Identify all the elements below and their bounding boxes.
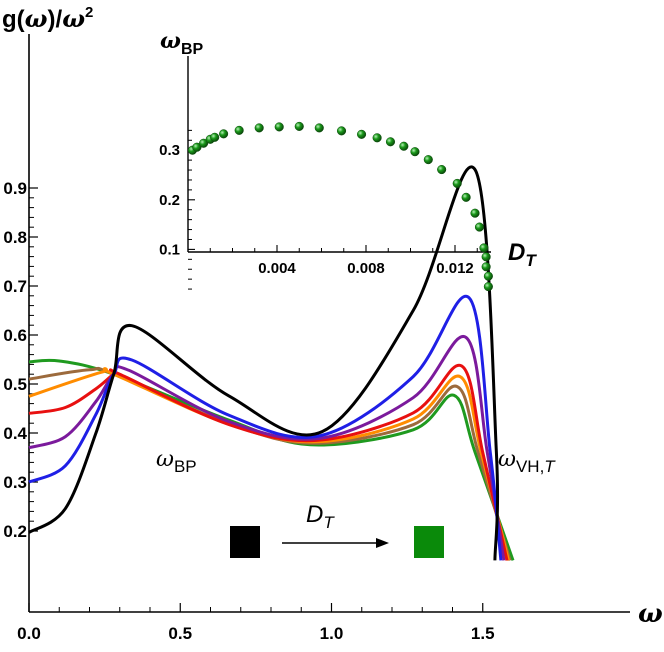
annotation-dt-peak: DT xyxy=(508,239,537,270)
y-tick-label: 0.4 xyxy=(3,424,27,443)
inset-point xyxy=(210,132,220,142)
series-line-1 xyxy=(28,294,503,561)
inset-ylabel: ωBP xyxy=(160,28,204,58)
y-tick-label: 0.8 xyxy=(3,228,27,247)
legend-end-square xyxy=(414,526,444,558)
inset-point xyxy=(481,262,491,272)
inset-point xyxy=(437,164,447,175)
x-tick-label: 0.0 xyxy=(17,624,41,643)
inset-x-tick-label: 0.004 xyxy=(258,260,296,277)
inset-point xyxy=(470,208,480,218)
inset-point xyxy=(423,155,433,165)
main-xlabel: ω xyxy=(638,599,663,629)
series-line-2 xyxy=(28,334,506,561)
inset-point xyxy=(483,271,493,281)
inset-x-tick-label: 0.012 xyxy=(436,260,474,277)
y-tick-label: 0.2 xyxy=(3,522,27,541)
inset-point xyxy=(234,125,244,135)
x-tick-label: 1.0 xyxy=(320,624,344,643)
inset-point xyxy=(192,142,202,152)
annotation-dt-arrow: DT xyxy=(306,501,335,532)
inset-point xyxy=(461,192,471,202)
inset-point xyxy=(474,222,485,232)
x-tick-label: 1.5 xyxy=(471,624,495,643)
series-line-3 xyxy=(28,363,509,561)
annotation-omega-vh: ωVH,T xyxy=(498,447,556,476)
inset-point xyxy=(294,121,304,131)
dt-arrowhead xyxy=(376,538,389,548)
inset-point xyxy=(479,243,489,253)
y-tick-label: 0.6 xyxy=(3,326,27,345)
inset-point xyxy=(385,137,396,147)
inset-point xyxy=(274,122,284,132)
inset-point xyxy=(372,133,382,143)
y-tick-label: 0.9 xyxy=(3,179,27,198)
inset-point xyxy=(452,178,462,188)
inset-point xyxy=(483,282,493,292)
inset-point xyxy=(219,129,229,139)
inset-point xyxy=(357,129,367,139)
main-ylabel: g(ω)/ω2 xyxy=(2,4,93,33)
inset-y-tick-label: 0.3 xyxy=(159,142,180,159)
y-tick-label: 0.5 xyxy=(3,375,27,394)
inset-point xyxy=(336,126,347,136)
inset-x-tick-label: 0.008 xyxy=(347,260,385,277)
inset-point xyxy=(410,147,420,157)
inset-point xyxy=(314,123,324,133)
inset-point xyxy=(254,123,264,133)
inset-y-tick-label: 0.1 xyxy=(159,241,180,258)
y-tick-label: 0.3 xyxy=(3,473,27,492)
x-tick-label: 0.5 xyxy=(168,624,192,643)
series-line-0 xyxy=(28,165,500,561)
legend-start-square xyxy=(230,526,260,558)
inset-point xyxy=(199,138,209,148)
inset-point xyxy=(399,141,409,151)
series-line-6 xyxy=(28,358,515,561)
inset-y-tick-label: 0.2 xyxy=(159,192,180,209)
inset-point xyxy=(481,252,491,262)
annotation-omega-bp: ωBP xyxy=(156,447,197,476)
y-tick-label: 0.7 xyxy=(3,277,27,296)
